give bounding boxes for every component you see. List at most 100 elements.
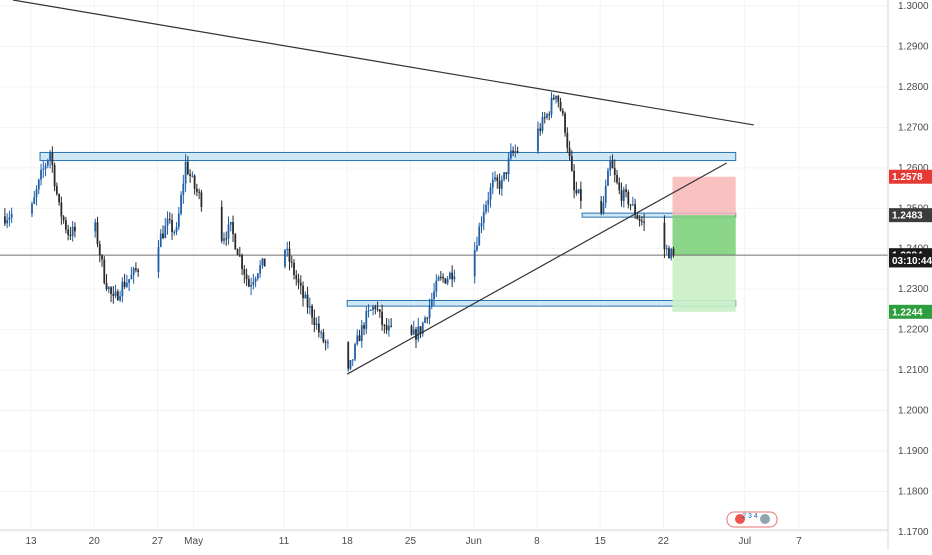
x-tick-label: 15	[595, 536, 607, 547]
candle-body	[629, 204, 632, 206]
candle-body	[435, 280, 438, 292]
candle-body	[322, 332, 325, 342]
x-tick-label: 13	[25, 536, 37, 547]
candle-body	[132, 268, 135, 276]
candle-body	[548, 114, 551, 116]
candle-body	[381, 311, 384, 325]
price-tag-label: 03:10:44	[892, 256, 932, 267]
candle-body	[631, 204, 634, 206]
candle-body	[232, 221, 234, 235]
sr-zone[interactable]	[39, 151, 737, 162]
candle-body	[383, 324, 386, 326]
candle-body	[372, 306, 374, 311]
candle-body	[550, 97, 553, 115]
candle-body	[6, 219, 9, 224]
stop-loss-zone[interactable]	[672, 176, 736, 216]
candle-body	[503, 172, 505, 180]
candle-body	[317, 323, 320, 333]
price-tag	[889, 304, 932, 319]
watermark-text: 2 3 4	[742, 513, 758, 520]
grid-layer	[0, 0, 888, 533]
candle-body	[320, 332, 323, 334]
candle-body	[177, 213, 180, 228]
candle-body	[74, 226, 76, 232]
candle-body	[559, 101, 562, 111]
candle-body	[191, 175, 194, 177]
candle-body	[600, 200, 603, 214]
profit-zone-target[interactable]	[672, 255, 736, 312]
candle-body	[198, 191, 201, 193]
price-tag-label: 1.2578	[892, 172, 923, 183]
x-tick-label: 7	[796, 536, 802, 547]
candle-body	[480, 223, 483, 227]
candle-body	[295, 275, 298, 280]
trendline-layer[interactable]	[12, 0, 754, 375]
candle-body	[33, 197, 36, 204]
candle-body	[378, 309, 381, 312]
profit-zone-realized[interactable]	[672, 215, 736, 256]
candle-body	[607, 170, 609, 186]
candle-body	[537, 128, 539, 152]
candle-body	[37, 179, 40, 190]
candle-body	[636, 215, 639, 219]
candle-body	[516, 151, 519, 153]
y-tick-label: 1.2300	[898, 284, 929, 295]
candle-body	[263, 258, 266, 267]
candle-body	[96, 222, 99, 245]
candle-body	[288, 248, 291, 262]
candle-body	[44, 165, 47, 169]
candle-body	[663, 222, 666, 250]
candle-body	[121, 281, 124, 297]
candle-body	[252, 281, 255, 285]
candle-body	[245, 274, 248, 280]
candle-body	[579, 189, 582, 201]
candle-body	[259, 265, 262, 274]
candle-body	[308, 306, 311, 308]
candle-body	[385, 325, 388, 331]
candle-layer	[3, 92, 675, 372]
candle-body	[225, 238, 228, 240]
candle-body	[670, 248, 673, 259]
position-layer[interactable]	[0, 176, 888, 312]
candle-body	[419, 326, 422, 334]
candle-body	[51, 152, 54, 165]
candle-body	[125, 282, 128, 287]
candle-body	[620, 190, 623, 201]
candle-body	[500, 179, 503, 189]
candle-body	[356, 335, 359, 345]
candle-body	[130, 275, 133, 280]
candle-body	[171, 220, 173, 233]
candle-body	[315, 323, 318, 326]
candle-body	[369, 310, 372, 312]
candle-body	[186, 161, 189, 175]
candle-body	[618, 182, 621, 191]
trendline[interactable]	[12, 0, 754, 126]
candle-body	[250, 284, 252, 287]
candle-body	[290, 261, 293, 263]
candle-body	[374, 306, 377, 309]
candle-body	[496, 177, 499, 182]
candle-body	[243, 269, 246, 275]
candle-body	[200, 192, 203, 207]
candle-body	[284, 249, 286, 267]
watermark-logo: 2 3 4	[726, 511, 778, 528]
candle-body	[665, 248, 668, 250]
candle-body	[426, 317, 429, 319]
candle-body	[351, 359, 354, 361]
candle-body	[564, 113, 566, 133]
candle-body	[634, 204, 636, 216]
candle-body	[220, 206, 223, 241]
y-tick-label: 1.2000	[898, 405, 929, 416]
candle-body	[543, 117, 546, 119]
candle-body	[42, 168, 45, 170]
trendline[interactable]	[346, 162, 727, 375]
candle-body	[507, 158, 510, 175]
candle-body	[306, 294, 309, 308]
y-tick-label: 1.1900	[898, 446, 929, 457]
candle-body	[119, 296, 121, 301]
candle-body	[505, 172, 508, 175]
candle-body	[552, 97, 555, 100]
